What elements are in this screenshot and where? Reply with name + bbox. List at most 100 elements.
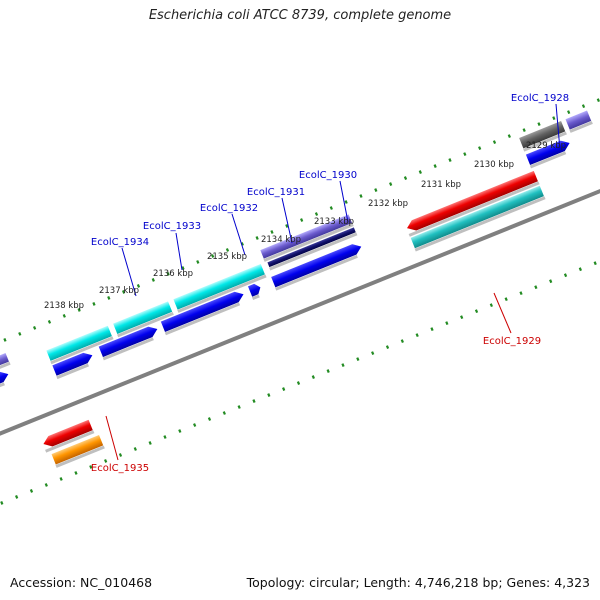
ruler-tick [596,98,600,103]
ruler-tick [77,308,81,312]
ruler-tick [207,417,212,421]
ruler-tick [552,116,556,121]
cds-block[interactable] [51,349,97,380]
gene-block[interactable] [564,109,593,133]
ruler-tick [267,393,271,397]
leader-line [339,180,349,223]
gene-block[interactable] [0,351,11,388]
ruler-tick [311,375,315,379]
gene-label[interactable]: EcolC_1933 [143,221,201,232]
ruler-label: 2133 kbp [314,217,354,227]
ruler-tick [59,477,63,481]
ruler-tick [237,405,241,409]
ruler-label: 2134 kbp [261,235,301,245]
gene-label[interactable]: EcolC_1935 [91,463,149,474]
gene-block[interactable] [518,119,567,152]
accession-label: Accession: NC_010468 [10,575,153,590]
ruler-label: 2129 kbp [526,141,566,151]
gene-label[interactable]: EcolC_1934 [91,237,149,248]
ruler-tick [181,266,185,270]
ruler-tick [403,176,408,180]
page-title: Escherichia coli ATCC 8739, complete gen… [148,8,452,23]
gene-label[interactable]: EcolC_1930 [299,170,357,181]
cds-block[interactable] [524,137,573,169]
ruler-tick [118,453,123,457]
ruler-tick [148,441,152,445]
gene-block[interactable] [45,324,114,365]
ruler-tick [489,303,493,308]
ruler-tick [549,279,553,284]
feature-track [0,109,593,468]
gene-block[interactable] [50,433,105,468]
gene-block[interactable] [112,300,174,338]
ruler-tick [474,309,479,314]
label-layer: 2129 kbp 2130 kbp 2131 kbp 2132 kbp 2133 kbp… [44,93,569,474]
ruler-tick [385,345,390,350]
gene-block[interactable] [172,262,267,313]
cds-block[interactable] [404,169,540,237]
ruler-tick [300,218,304,222]
lower-ruler [0,261,597,505]
leader-line [281,197,293,244]
genome-summary: Topology: circular; Length: 4,746,218 bp… [246,575,590,590]
ruler-tick [504,297,508,302]
ruler-tick [581,104,586,109]
ruler-tick [92,302,96,306]
gene-block[interactable] [266,226,358,271]
gene-block[interactable] [259,213,354,262]
ruler-tick [433,164,437,168]
ruler-tick [356,357,360,361]
ruler-tick [430,327,434,332]
ruler-tick [478,146,482,150]
ruler-tick [136,284,141,288]
ruler-tick [74,471,78,475]
ruler-tick [18,331,22,336]
ruler-tick [296,381,301,385]
gene-label[interactable]: EcolC_1928 [511,93,569,104]
cds-block[interactable] [270,241,366,291]
ruler-tick [341,363,345,367]
gene-label[interactable]: EcolC_1929 [483,336,541,347]
genome-backbone [0,188,600,436]
ruler-tick [507,134,511,138]
ruler-tick [252,399,256,403]
leader-line [493,292,512,334]
ruler-tick [359,194,363,198]
cds-block[interactable] [246,282,264,301]
ruler-tick [196,260,200,264]
gene-label[interactable]: EcolC_1932 [200,203,258,214]
ruler-tick [62,314,66,318]
ruler-tick [255,236,259,240]
cds-block[interactable] [41,418,95,453]
ruler-tick [0,501,4,505]
ruler-tick [285,224,289,228]
ruler-tick [326,369,330,373]
ruler-tick [270,230,274,234]
ruler-tick [163,435,167,439]
ruler-tick [389,182,393,186]
ruler-tick [329,206,333,210]
ruler-tick [418,170,422,174]
ruler-tick [222,411,226,415]
cds-block[interactable] [0,368,12,403]
gene-label[interactable]: EcolC_1931 [247,187,305,198]
ruler-tick [15,495,19,499]
cds-block[interactable] [97,323,161,361]
ruler-tick [33,326,37,330]
ruler-label: 2136 kbp [153,269,193,279]
leader-line [231,213,246,256]
ruler-tick [107,296,111,300]
ruler-tick [178,429,182,433]
cds-block[interactable] [159,288,247,336]
ruler-tick [104,459,108,463]
leader-line [105,415,119,461]
ruler-tick [29,489,34,493]
ruler-tick [448,158,452,162]
ruler-tick [537,122,541,127]
gene-block[interactable] [409,184,546,252]
ruler-tick [225,248,230,252]
upper-ruler [3,98,600,342]
ruler-tick [492,140,497,144]
